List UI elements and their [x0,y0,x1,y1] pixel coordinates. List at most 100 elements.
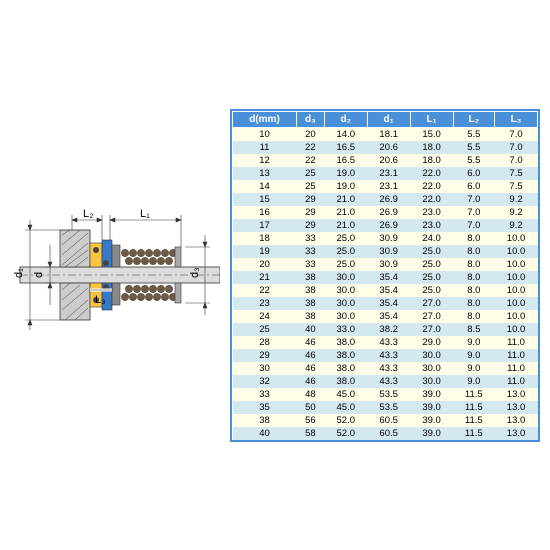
cell: 9.0 [453,375,495,388]
cell: 20 [233,258,297,271]
cell: 39.0 [410,388,453,401]
cell: 18.0 [410,141,453,154]
cell: 10.0 [495,297,538,310]
cell: 35.4 [367,310,410,323]
cell: 48 [297,388,325,401]
cell: 26.9 [367,206,410,219]
cell: 45.0 [324,401,367,414]
cell: 7.0 [495,141,538,154]
cell: 14.0 [324,127,367,141]
cell: 11.0 [495,362,538,375]
cell: 10.0 [495,310,538,323]
cell: 10.0 [495,258,538,271]
table-row: 213830.035.425.08.010.0 [233,271,538,284]
cell: 8.0 [453,258,495,271]
col-header: L₁ [410,111,453,127]
cell: 7.5 [495,180,538,193]
cell: 16 [233,206,297,219]
cell: 33 [297,232,325,245]
label-L3: L₃ [95,294,106,306]
cell: 8.0 [453,310,495,323]
cell: 11.5 [453,414,495,427]
cell: 33.0 [324,323,367,336]
cell: 16.5 [324,154,367,167]
cell: 13 [233,167,297,180]
cell: 33 [233,388,297,401]
table-row: 142519.023.122.06.07.5 [233,180,538,193]
cell: 30.0 [324,271,367,284]
dimensions-table: d(mm)d₃d₂d₁L₁L₂L₃ 102014.018.115.05.57.0… [230,109,540,442]
cell: 19 [233,245,297,258]
cell: 19.0 [324,180,367,193]
cell: 25 [297,180,325,193]
cell: 24 [233,310,297,323]
cell: 30.0 [410,362,453,375]
label-L1: L₁ [140,208,150,220]
cell: 56 [297,414,325,427]
table-row: 193325.030.925.08.010.0 [233,245,538,258]
cell: 18 [233,232,297,245]
cell: 38 [297,297,325,310]
cell: 30.9 [367,258,410,271]
cell: 8.0 [453,284,495,297]
label-d1: d₁ [13,268,25,278]
cell: 30.0 [410,349,453,362]
cell: 38.0 [324,349,367,362]
cell: 46 [297,375,325,388]
cell: 18.1 [367,127,410,141]
table-row: 172921.026.923.07.09.2 [233,219,538,232]
cell: 6.0 [453,167,495,180]
table-row: 284638.043.329.09.011.0 [233,336,538,349]
cell: 14 [233,180,297,193]
cell: 18.0 [410,154,453,167]
cell: 46 [297,349,325,362]
col-header: d₂ [324,111,367,127]
cell: 20.6 [367,154,410,167]
cell: 21.0 [324,193,367,206]
cell: 24.0 [410,232,453,245]
cell: 25.0 [410,284,453,297]
cell: 38 [297,271,325,284]
table-row: 294638.043.330.09.011.0 [233,349,538,362]
table-row: 233830.035.427.08.010.0 [233,297,538,310]
cell: 11.5 [453,427,495,440]
cell: 17 [233,219,297,232]
cell: 22 [233,284,297,297]
cell: 21 [233,271,297,284]
cell: 11.0 [495,336,538,349]
col-header: d(mm) [233,111,297,127]
cell: 22.0 [410,193,453,206]
table-row: 304638.043.330.09.011.0 [233,362,538,375]
cell: 25 [297,167,325,180]
cell: 9.2 [495,219,538,232]
cell: 35.4 [367,271,410,284]
cell: 10.0 [495,232,538,245]
cell: 7.0 [453,219,495,232]
cell: 8.5 [453,323,495,336]
cell: 10.0 [495,271,538,284]
cell: 26.9 [367,219,410,232]
cell: 5.5 [453,141,495,154]
cell: 30.0 [324,310,367,323]
cell: 9.0 [453,349,495,362]
table-row: 203325.030.925.08.010.0 [233,258,538,271]
table-row: 162921.026.923.07.09.2 [233,206,538,219]
table-row: 223830.035.425.08.010.0 [233,284,538,297]
cell: 29 [297,219,325,232]
cell: 7.0 [495,127,538,141]
label-d3: d₃ [189,267,201,278]
cell: 8.0 [453,232,495,245]
cell: 43.3 [367,362,410,375]
cell: 23.0 [410,219,453,232]
mechanical-seal-diagram: L₂ L₁ L₃ d d₁ d₃ [10,175,220,375]
label-d: d [33,272,45,278]
table-row: 122216.520.618.05.57.0 [233,154,538,167]
cell: 53.5 [367,401,410,414]
cell: 15.0 [410,127,453,141]
cell: 43.3 [367,349,410,362]
cell: 15 [233,193,297,206]
cell: 39.0 [410,427,453,440]
cell: 8.0 [453,297,495,310]
cell: 27.0 [410,323,453,336]
cell: 35.4 [367,297,410,310]
